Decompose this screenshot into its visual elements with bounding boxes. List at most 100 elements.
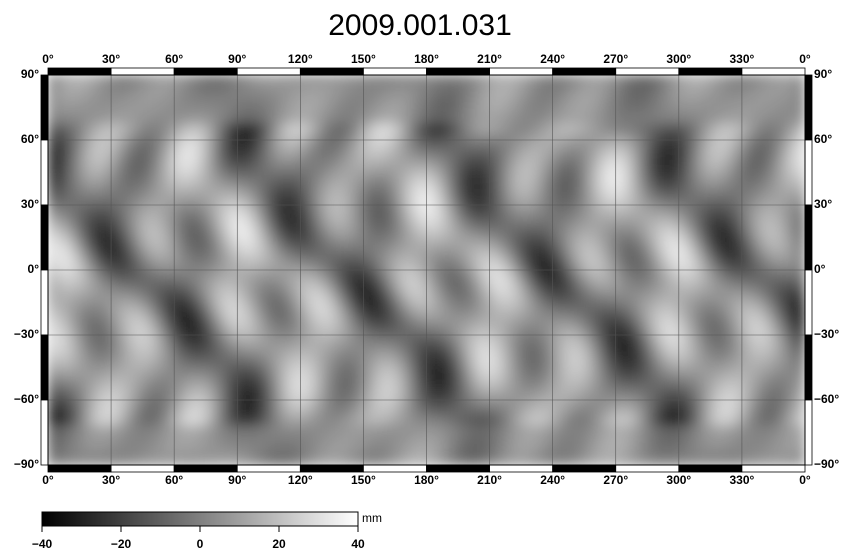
field-cell	[530, 338, 540, 349]
field-cell	[700, 143, 710, 154]
field-cell	[549, 104, 559, 115]
field-cell	[369, 328, 379, 339]
field-cell	[256, 211, 266, 222]
field-cell	[587, 328, 597, 339]
field-cell	[719, 260, 729, 271]
field-cell	[644, 104, 654, 115]
field-cell	[275, 260, 285, 271]
field-cell	[606, 123, 616, 134]
field-cell	[540, 94, 550, 105]
field-cell	[95, 309, 105, 320]
field-cell	[388, 211, 398, 222]
field-cell	[577, 114, 587, 125]
field-cell	[171, 328, 181, 339]
field-cell	[275, 94, 285, 105]
field-cell	[672, 416, 682, 427]
field-cell	[710, 406, 720, 417]
field-cell	[284, 416, 294, 427]
field-cell	[303, 153, 313, 164]
field-cell	[398, 75, 408, 86]
field-cell	[171, 104, 181, 115]
field-cell	[95, 328, 105, 339]
field-cell	[256, 435, 266, 446]
field-cell	[634, 377, 644, 388]
field-cell	[729, 270, 739, 281]
field-cell	[388, 162, 398, 173]
field-cell	[180, 192, 190, 203]
field-cell	[57, 338, 67, 349]
field-cell	[246, 221, 256, 232]
field-cell	[426, 75, 436, 86]
field-cell	[644, 338, 654, 349]
field-cell	[379, 299, 389, 310]
field-cell	[521, 270, 531, 281]
field-cell	[341, 435, 351, 446]
field-cell	[57, 114, 67, 125]
field-cell	[492, 445, 502, 456]
frame-band	[300, 465, 363, 472]
frame-band	[490, 465, 553, 472]
field-cell	[360, 133, 370, 144]
field-cell	[133, 357, 143, 368]
field-cell	[417, 309, 427, 320]
field-cell	[729, 328, 739, 339]
field-cell	[521, 309, 531, 320]
field-cell	[653, 114, 663, 125]
field-cell	[625, 240, 635, 251]
field-cell	[577, 153, 587, 164]
field-cell	[757, 143, 767, 154]
frame-band	[48, 68, 111, 75]
field-cell	[398, 231, 408, 242]
field-cell	[208, 240, 218, 251]
field-cell	[246, 201, 256, 212]
field-cell	[180, 289, 190, 300]
field-cell	[691, 406, 701, 417]
field-cell	[208, 123, 218, 134]
field-cell	[776, 328, 786, 339]
field-cell	[208, 426, 218, 437]
field-cell	[76, 416, 86, 427]
field-cell	[511, 435, 521, 446]
field-cell	[445, 377, 455, 388]
field-cell	[66, 221, 76, 232]
field-cell	[208, 435, 218, 446]
field-cell	[152, 182, 162, 193]
field-cell	[275, 367, 285, 378]
field-cell	[171, 377, 181, 388]
field-cell	[312, 143, 322, 154]
field-cell	[199, 114, 209, 125]
field-cell	[653, 416, 663, 427]
field-cell	[322, 279, 332, 290]
field-cell	[615, 84, 625, 95]
field-cell	[312, 299, 322, 310]
field-cell	[123, 104, 133, 115]
field-cell	[672, 143, 682, 154]
field-cell	[85, 221, 95, 232]
field-cell	[85, 357, 95, 368]
field-cell	[757, 162, 767, 173]
field-cell	[757, 231, 767, 242]
field-cell	[104, 289, 114, 300]
field-cell	[123, 299, 133, 310]
field-cell	[161, 231, 171, 242]
field-cell	[227, 328, 237, 339]
field-cell	[767, 84, 777, 95]
field-cell	[57, 299, 67, 310]
field-cell	[388, 435, 398, 446]
field-cell	[473, 338, 483, 349]
field-cell	[719, 426, 729, 437]
field-cell	[104, 201, 114, 212]
field-cell	[114, 387, 124, 398]
field-cell	[445, 133, 455, 144]
field-cell	[189, 250, 199, 261]
field-cell	[786, 94, 796, 105]
field-cell	[511, 289, 521, 300]
field-cell	[435, 231, 445, 242]
field-cell	[152, 250, 162, 261]
field-cell	[407, 143, 417, 154]
field-cell	[66, 377, 76, 388]
field-cell	[76, 299, 86, 310]
field-cell	[738, 192, 748, 203]
field-cell	[719, 435, 729, 446]
field-cell	[738, 143, 748, 154]
